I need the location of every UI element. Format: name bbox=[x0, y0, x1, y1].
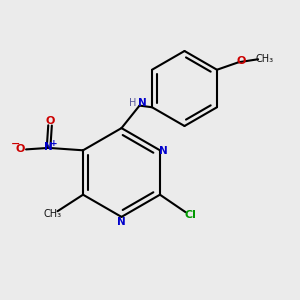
Text: N: N bbox=[117, 217, 126, 227]
Text: CH₃: CH₃ bbox=[43, 208, 61, 219]
Text: N: N bbox=[160, 146, 168, 156]
Text: O: O bbox=[45, 116, 55, 126]
Text: O: O bbox=[16, 144, 25, 154]
Text: Cl: Cl bbox=[185, 209, 197, 220]
Text: −: − bbox=[11, 139, 20, 149]
Text: N: N bbox=[137, 98, 146, 108]
Text: +: + bbox=[50, 139, 58, 148]
Text: O: O bbox=[237, 56, 246, 66]
Text: H: H bbox=[129, 98, 137, 108]
Text: N: N bbox=[44, 142, 53, 152]
Text: CH₃: CH₃ bbox=[256, 54, 274, 64]
